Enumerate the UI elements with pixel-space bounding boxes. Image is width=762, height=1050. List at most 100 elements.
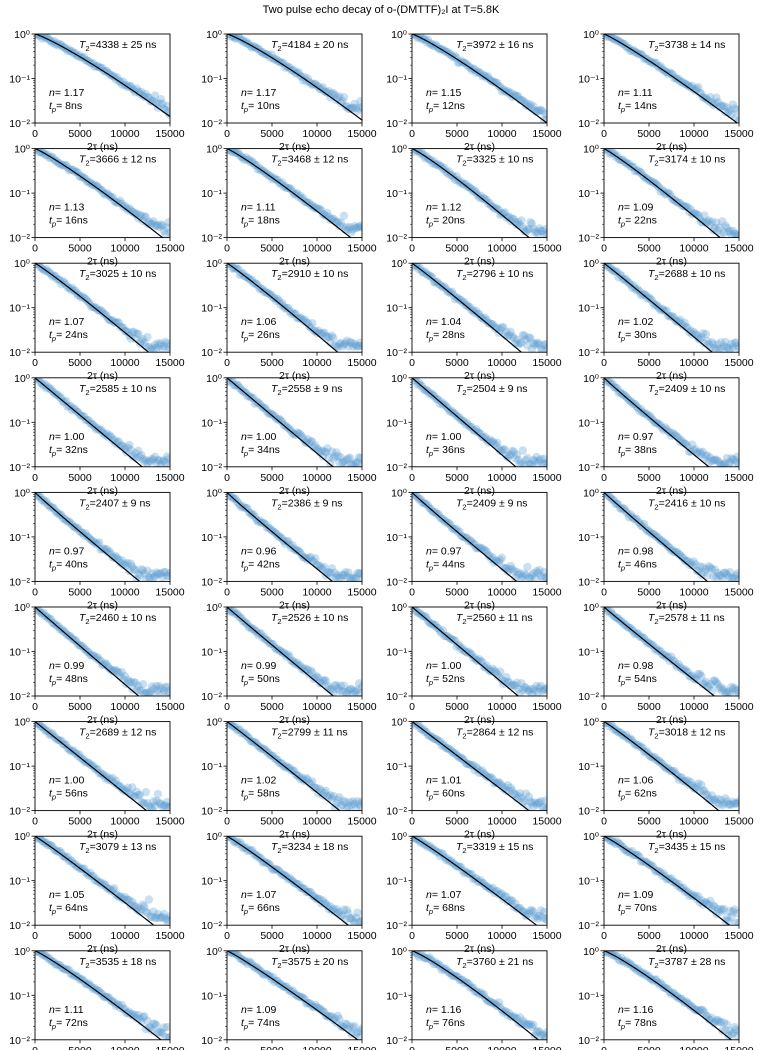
data-point (680, 79, 689, 88)
data-point (342, 336, 352, 345)
data-point (499, 85, 508, 94)
data-point (526, 334, 535, 343)
x-tick-label: 15000 (724, 930, 753, 942)
y-tick-label: 10⁰ (391, 831, 408, 843)
x-tick-label: 10000 (302, 357, 331, 369)
data-point (351, 341, 361, 350)
y-tick-label: 10⁻² (578, 347, 599, 359)
y-tick-label: 10⁰ (206, 258, 223, 270)
data-point (695, 88, 705, 98)
data-point (344, 342, 353, 351)
data-point (526, 218, 535, 227)
data-point (329, 333, 338, 343)
data-point (228, 264, 237, 273)
data-point (523, 225, 532, 234)
y-tick-label: 10⁻² (9, 691, 30, 703)
data-point (353, 223, 362, 232)
data-point (277, 299, 287, 308)
data-point (116, 322, 125, 332)
data-point (131, 334, 140, 343)
data-point (247, 275, 257, 285)
t2-annotation: T2=3535 ± 18 ns (79, 956, 156, 970)
data-point (468, 306, 478, 315)
y-tick-label: 10⁰ (14, 946, 31, 958)
data-point (110, 318, 119, 327)
data-point (496, 210, 505, 219)
data-point (42, 265, 51, 274)
data-point (524, 333, 534, 342)
data-point (470, 186, 479, 195)
data-point (321, 211, 331, 221)
data-point (147, 343, 157, 352)
x-tick-label: 5000 (68, 128, 92, 140)
y-tick-label: 10⁻² (578, 806, 599, 818)
x-tick-label: 15000 (347, 357, 376, 369)
x-tick-label: 5000 (445, 243, 469, 255)
data-point (153, 789, 163, 799)
data-point (471, 188, 481, 197)
data-point (344, 225, 353, 234)
data-point (493, 204, 502, 214)
y-tick-label: 10⁻² (578, 920, 599, 932)
data-point (332, 342, 341, 351)
y-tick-label: 10⁻¹ (578, 417, 599, 429)
data-point (718, 217, 727, 226)
y-tick-label: 10⁻² (386, 233, 407, 245)
data-point (518, 223, 528, 232)
y-tick-label: 10⁻¹ (9, 761, 30, 773)
x-tick-label: 5000 (637, 701, 661, 713)
y-tick-label: 10⁻² (578, 233, 599, 245)
y-tick-label: 10⁻² (9, 806, 30, 818)
data-point (533, 229, 543, 238)
data-point (461, 179, 470, 189)
x-tick-label: 10000 (302, 128, 331, 140)
y-tick-label: 10⁻¹ (201, 303, 222, 315)
data-point (475, 309, 484, 319)
data-point (274, 296, 284, 306)
data-point (497, 323, 506, 332)
n-annotation: n= 1.06 (241, 316, 276, 328)
x-tick-label: 15000 (532, 472, 561, 484)
tp-annotation: tp= 20ns (426, 215, 465, 229)
plot-area (35, 34, 170, 120)
data-point (161, 230, 170, 238)
y-tick-label: 10⁻¹ (578, 647, 599, 659)
x-tick-label: 5000 (260, 357, 284, 369)
data-point (447, 287, 457, 296)
data-point (327, 331, 337, 340)
data-point (108, 193, 117, 202)
data-point (45, 153, 54, 163)
x-axis-label: 2τ (ns) (656, 829, 687, 841)
data-point (162, 223, 170, 232)
data-point (440, 164, 449, 173)
x-axis-label: 2τ (ns) (464, 370, 495, 382)
y-tick-label: 10⁰ (14, 831, 31, 843)
data-point (150, 91, 160, 100)
x-axis-label: 2τ (ns) (464, 256, 495, 268)
data-point (450, 51, 460, 61)
y-tick-label: 10⁻² (386, 806, 407, 818)
data-point (117, 199, 126, 209)
x-tick-label: 10000 (110, 816, 139, 828)
data-point (138, 680, 148, 689)
x-tick-label: 15000 (724, 586, 753, 598)
x-tick-label: 0 (32, 701, 38, 713)
data-point (459, 297, 469, 307)
data-point (692, 84, 702, 93)
y-tick-label: 10⁻¹ (201, 761, 222, 773)
t2-annotation: T2=2416 ± 10 ns (648, 497, 725, 511)
data-point (93, 61, 102, 71)
data-point (78, 292, 87, 301)
data-point (333, 217, 343, 226)
data-point (87, 302, 96, 312)
data-point (323, 332, 332, 342)
data-point (491, 203, 500, 213)
data-point (338, 342, 347, 351)
t2-annotation: T2=2460 ± 10 ns (79, 612, 156, 626)
y-tick-label: 10⁻¹ (386, 876, 407, 888)
x-tick-label: 5000 (637, 586, 661, 598)
data-point (701, 329, 711, 339)
